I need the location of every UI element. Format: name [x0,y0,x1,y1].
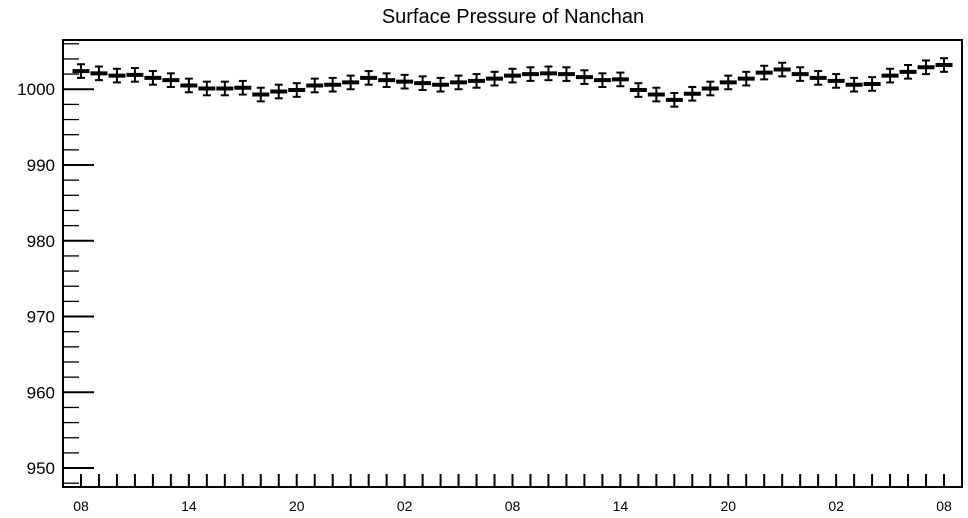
data-point [683,85,701,102]
data-point [396,73,414,90]
y-tick-label: 950 [27,459,55,478]
x-tick-label: 20 [720,498,736,514]
data-point [611,71,629,88]
x-tick-label: 08 [73,498,89,514]
data-point [665,92,683,108]
data-point [216,80,234,97]
data-point [629,82,647,98]
data-point [737,70,755,87]
data-point [917,59,935,76]
data-point [521,66,539,82]
data-point [701,80,719,97]
chart-title: Surface Pressure of Nanchan [382,6,644,28]
data-point [198,80,216,97]
data-point [144,70,162,86]
data-point [504,67,521,84]
data-point [162,72,180,88]
data-point [414,75,432,92]
data-point [432,76,450,93]
data-point [899,64,917,80]
data-point [342,74,360,91]
x-tick-label: 08 [505,498,521,514]
y-tick-label: 1000 [17,80,55,99]
data-point [791,66,809,82]
data-point [809,70,827,86]
data-point [234,79,252,96]
data-point [593,72,611,88]
data-point [288,82,306,98]
data-point [180,77,198,94]
data-point [486,70,504,87]
x-tick-label: 14 [613,498,629,514]
data-point [575,69,593,85]
y-axis: 950 960 970 980 990 1000 [17,43,94,484]
x-tick-label: 02 [397,498,413,514]
data-point [324,76,342,93]
data-point [90,65,108,82]
data-point [270,83,288,100]
x-tick-label: 08 [936,498,952,514]
data-point [719,74,737,91]
x-tick-label: 02 [828,498,844,514]
data-point [72,63,90,79]
data-point [827,73,845,89]
y-tick-label: 970 [27,308,55,327]
y-tick-label: 980 [27,232,55,251]
data-point [647,86,665,103]
data-point [755,64,773,81]
data-point [539,65,557,82]
data-point [881,67,899,84]
y-tick-label: 990 [27,156,55,175]
data-point [252,86,270,103]
data-point [468,73,486,89]
data-point [935,57,953,73]
plot-frame [62,39,963,488]
x-axis: 08 14 20 02 08 14 20 02 08 [73,474,952,514]
data-point [863,76,881,92]
data-series [72,57,953,108]
data-point [360,70,378,86]
data-point [773,61,791,78]
data-point [557,66,575,82]
data-point [126,67,144,83]
x-tick-label: 14 [181,498,197,514]
data-point [108,67,126,84]
x-tick-label: 20 [289,498,305,514]
data-point [450,74,468,91]
data-point [845,76,863,93]
y-tick-label: 960 [27,383,55,402]
data-point [378,72,396,88]
data-point [306,77,324,94]
